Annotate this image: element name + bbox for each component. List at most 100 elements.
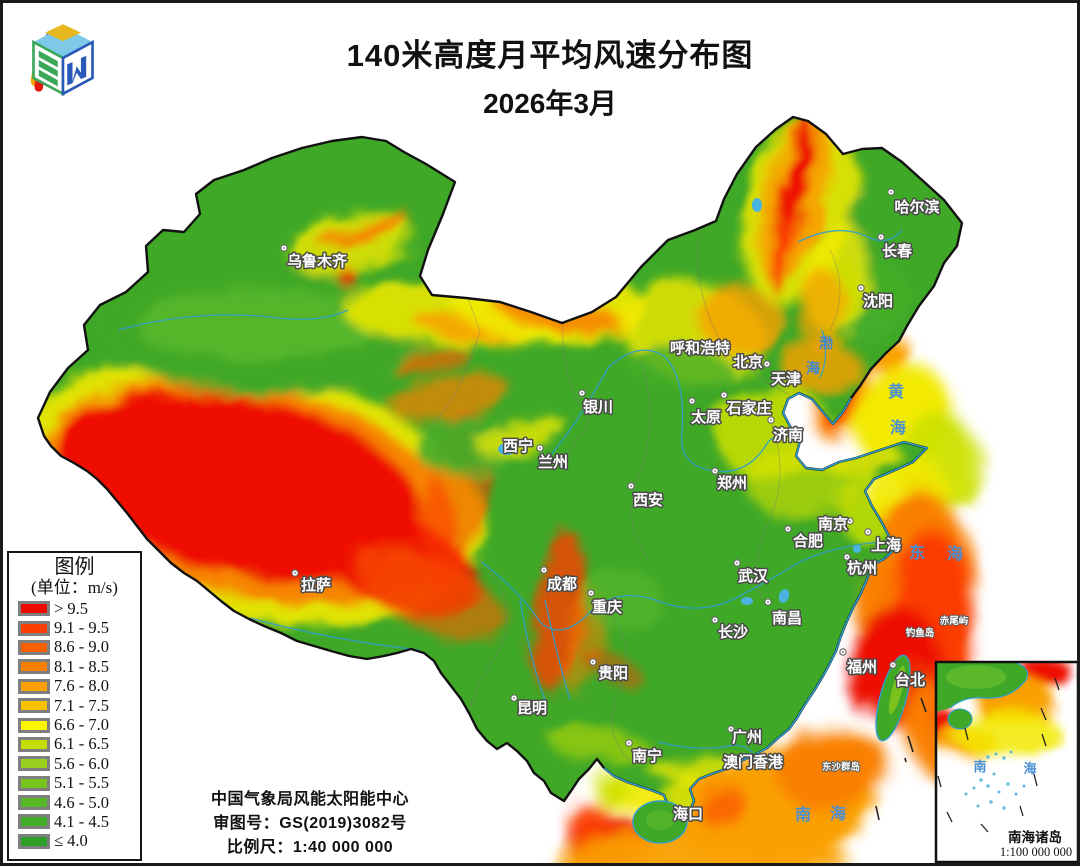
legend-swatch — [18, 698, 50, 714]
legend-label: 7.1 - 7.5 — [54, 695, 109, 715]
city-marker-dot — [283, 247, 285, 249]
legend-label: 4.1 - 4.5 — [54, 812, 109, 831]
legend-label: 9.1 - 9.5 — [54, 618, 109, 638]
lakes — [498, 198, 861, 605]
inset-scale-label: 1:100 000 000 — [1000, 845, 1072, 859]
legend-swatch — [18, 814, 50, 830]
city-marker-dot — [714, 470, 716, 472]
city-label: 重庆 — [592, 598, 622, 616]
legend-item: 4.1 - 4.5 — [9, 812, 140, 831]
city-marker-dot — [630, 485, 632, 487]
legend-label: > 9.5 — [54, 598, 89, 618]
island-specks — [964, 750, 1026, 810]
city-label: 武汉 — [738, 567, 769, 585]
legend-swatch — [18, 601, 50, 617]
sea-label: 渤 — [819, 335, 833, 351]
maritime-boundary-dashes — [875, 697, 927, 821]
city-marker-dot — [581, 392, 583, 394]
city-label: 合肥 — [792, 532, 823, 550]
map-scale: 比例尺：1:40 000 000 — [226, 839, 394, 856]
island-label: 赤尾屿 — [940, 615, 969, 627]
city-marker-dot — [539, 447, 541, 449]
legend-swatch — [18, 620, 50, 636]
city-label: 郑州 — [717, 474, 747, 492]
sea-label: 海 — [947, 544, 963, 563]
city-marker-dot — [880, 236, 882, 238]
legend-label: 6.6 - 7.0 — [54, 715, 109, 735]
city-marker-dot — [714, 619, 716, 621]
sea-label: 海 — [830, 804, 846, 823]
city-marker-dot — [543, 569, 545, 571]
sea-label: 海 — [890, 418, 906, 437]
city-marker-dot — [867, 531, 869, 533]
legend-label: 5.1 - 5.5 — [54, 773, 109, 793]
city-label: 杭州 — [847, 559, 877, 577]
legend-item: > 9.5 — [9, 599, 140, 618]
legend-label: 8.1 - 8.5 — [54, 656, 109, 676]
legend-label: 4.6 - 5.0 — [54, 792, 109, 812]
legend-swatch — [18, 639, 50, 655]
city-label: 石家庄 — [725, 399, 771, 417]
legend-swatch — [18, 678, 50, 694]
city-marker-dot — [767, 601, 769, 603]
city-marker-dot — [892, 664, 894, 666]
city-label: 西宁 — [503, 437, 533, 455]
legend-swatch — [18, 833, 50, 849]
city-label: 澳门香港 — [723, 753, 784, 771]
city-label: 上海 — [871, 536, 901, 554]
city-marker-dot — [628, 742, 630, 744]
city-label: 海口 — [673, 805, 703, 823]
city-label: 台北 — [895, 671, 925, 689]
inset-sea-label-char2: 海 — [1023, 761, 1036, 776]
city-marker-dot — [846, 556, 848, 558]
city-label: 南京 — [818, 515, 848, 533]
legend-swatch — [18, 756, 50, 772]
city-label: 西安 — [633, 491, 663, 509]
city-label: 银川 — [583, 398, 613, 416]
legend-label: 6.1 - 6.5 — [54, 734, 109, 754]
city-marker-dot — [787, 528, 789, 530]
city-marker-dot — [592, 661, 594, 663]
legend-label: 5.6 - 6.0 — [54, 753, 109, 773]
legend-item: 5.6 - 6.0 — [9, 754, 140, 773]
city-label: 呼和浩特 — [670, 339, 730, 357]
city-marker-dot — [736, 562, 738, 564]
city-marker-dot — [842, 651, 844, 653]
legend-items: > 9.5 9.1 - 9.5 8.6 - 9.0 8.1 - 8.5 7.6 - 8.… — [9, 599, 140, 851]
city-label: 乌鲁木齐 — [287, 252, 348, 270]
coastline — [603, 392, 929, 819]
legend-label: ≤ 4.0 — [54, 831, 88, 851]
city-marker-dot — [513, 697, 515, 699]
city-label: 南昌 — [772, 609, 802, 627]
sea-label: 东 — [909, 543, 925, 562]
city-label: 成都 — [547, 575, 577, 593]
sea-label: 南 — [795, 805, 811, 824]
legend-swatch — [18, 775, 50, 791]
city-label: 太原 — [691, 408, 721, 426]
city-marker-dot — [860, 287, 862, 289]
city-label: 福州 — [846, 658, 877, 676]
city-label: 济南 — [773, 426, 803, 444]
city-label: 兰州 — [538, 453, 568, 471]
province-boundaries — [427, 184, 841, 763]
legend-swatch — [18, 659, 50, 675]
rivers — [117, 229, 903, 754]
legend-box: 图例 (单位：m/s) > 9.5 9.1 - 9.5 8.6 - 9.0 8.1 -… — [7, 551, 142, 861]
legend-item: 8.1 - 8.5 — [9, 657, 140, 676]
taiwan-island — [875, 654, 911, 742]
legend-label: 7.6 - 8.0 — [54, 676, 109, 696]
inset-island-label: 南海诸岛 — [1008, 829, 1062, 845]
south-china-sea-inset: 南 海 南海诸岛 1:100 000 000 — [934, 660, 1080, 864]
city-marker-dot — [294, 572, 296, 574]
city-label: 昆明 — [517, 700, 547, 717]
city-label: 哈尔滨 — [894, 198, 939, 216]
city-marker-dot — [849, 520, 851, 522]
nine-dash-line — [937, 677, 1060, 833]
city-label: 拉萨 — [301, 576, 331, 594]
island-label: 东沙群岛 — [822, 761, 860, 773]
legend-item: 7.6 - 8.0 — [9, 676, 140, 696]
city-marker-dot — [766, 363, 768, 365]
city-marker-dot — [590, 592, 592, 594]
